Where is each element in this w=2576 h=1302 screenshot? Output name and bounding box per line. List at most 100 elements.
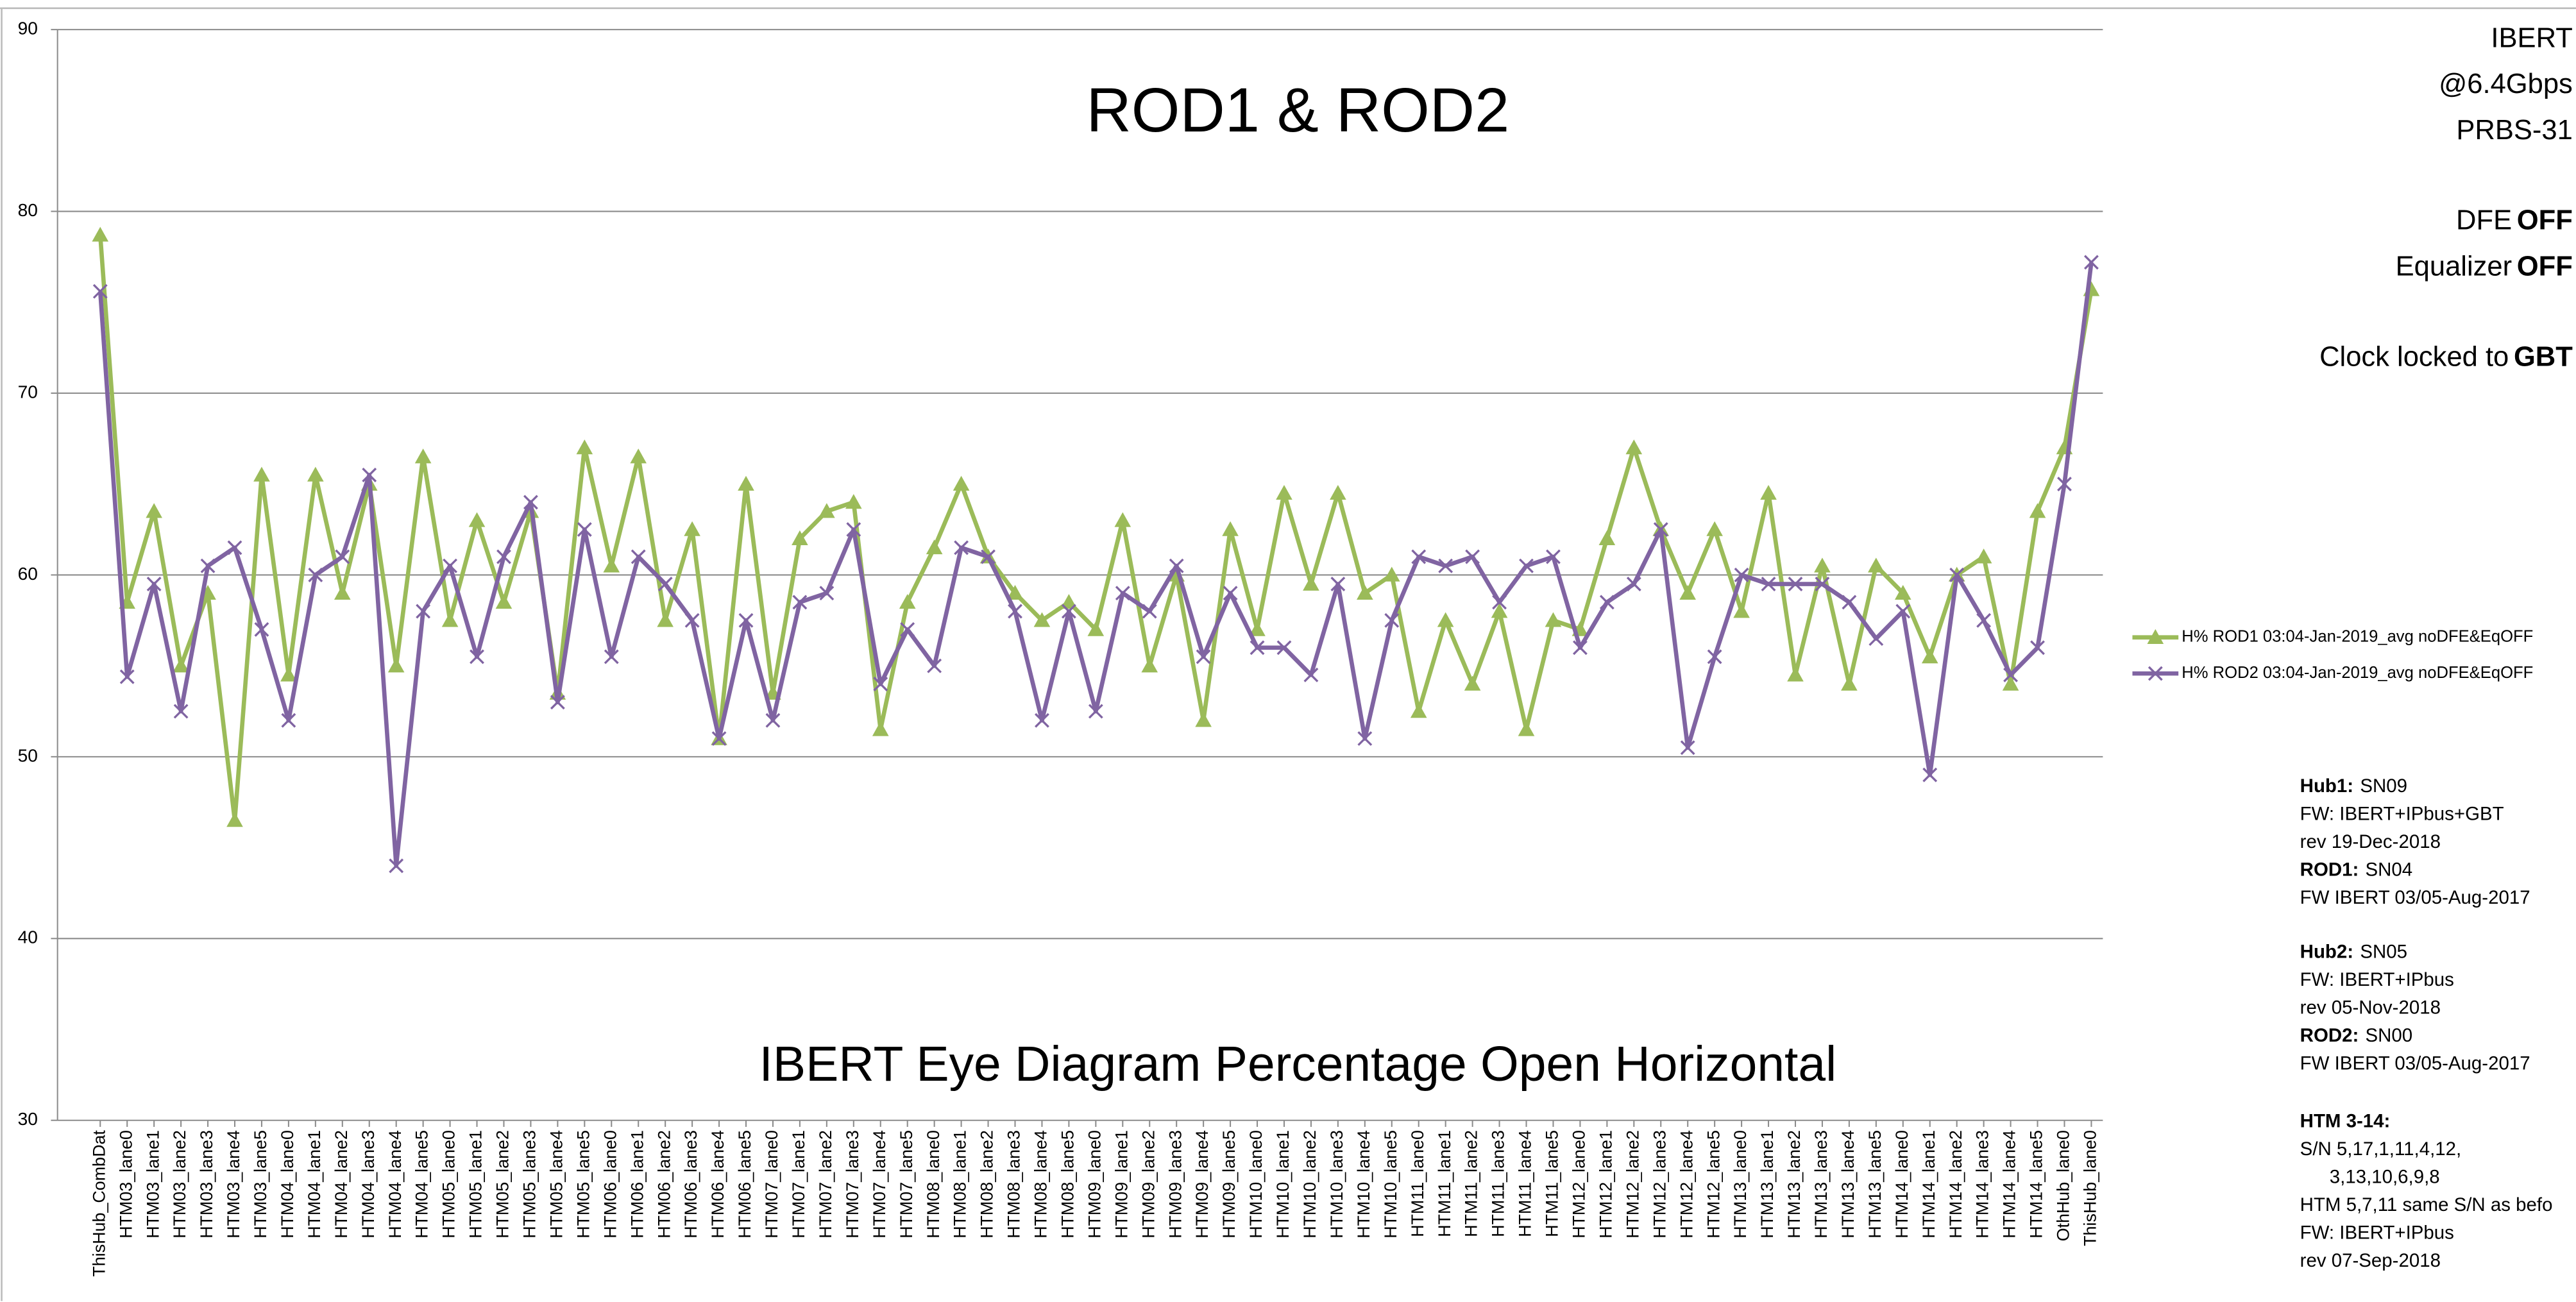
x-tick-label: HTM12_lane5 [1704,1130,1723,1239]
note-text: FW: IBERT+IPbus+GBT [2300,803,2504,824]
x-tick-label: HTM14_lane4 [2000,1130,2019,1239]
data-point [1033,612,1051,627]
data-point [1196,649,1211,664]
data-point [308,567,323,582]
y-tick-label: 30 [18,1108,38,1129]
data-point [1545,612,1562,627]
x-tick-label: HTM08_lane1 [951,1130,970,1239]
x-tick-label: HTM07_lane1 [789,1130,808,1239]
data-point [226,812,243,827]
data-point [711,731,727,746]
data-point [1492,595,1507,610]
data-point [1384,613,1400,628]
x-tick-label: HTM07_lane4 [870,1130,889,1239]
data-point [92,226,109,242]
note-line: HTM 3-14: [2300,1110,2391,1131]
x-tick-label: HTM08_lane4 [1031,1130,1051,1239]
note-line: ROD2: SN00 [2300,1025,2412,1046]
data-point [1519,558,1534,573]
x-tick-label: HTM06_lane2 [654,1130,674,1239]
x-tick-label: HTM10_lane1 [1273,1130,1292,1239]
data-point [1115,586,1130,601]
note-line: FW: IBERT+IPbus [2300,969,2454,990]
data-point [387,657,405,673]
data-point [2003,667,2018,682]
x-tick-label: HTM03_lane4 [224,1130,243,1239]
data-point [2002,675,2019,691]
data-point [1088,704,1103,719]
data-point [577,522,592,537]
data-point [1357,584,1373,600]
x-tick-label: HTM14_lane1 [1919,1130,1938,1239]
x-tick-label: HTM05_lane2 [493,1130,513,1239]
data-point [200,558,216,573]
setting-text: DFE [2456,205,2512,235]
data-point [1330,485,1346,500]
setting: IBERT [2491,22,2572,53]
x-tick-label: HTM09_lane4 [1192,1130,1212,1239]
data-point [253,466,270,482]
data-point [1438,558,1453,573]
x-tick-label: ThisHub_CombDat [89,1130,108,1277]
data-point [495,594,513,609]
legend-label: H% ROD1 03:04-Jan-2019_avg noDFE&EqOFF [2182,628,2533,646]
x-tick-label: HTM12_lane2 [1623,1130,1642,1239]
data-point [1598,530,1616,545]
setting-text: @6.4Gbps [2439,69,2573,99]
data-point [981,549,996,564]
x-tick-label: HTM10_lane4 [1354,1130,1373,1239]
setting: PRBS-31 [2456,114,2572,145]
data-point [603,557,620,573]
x-tick-label: HTM09_lane1 [1112,1130,1131,1239]
x-tick-label: HTM06_lane3 [681,1130,700,1239]
data-point [657,612,674,627]
data-point [1276,640,1292,655]
data-point [1760,485,1777,500]
x-tick-label: HTM11_lane5 [1543,1130,1562,1237]
x-tick-label: HTM07_lane3 [843,1130,862,1239]
x-tick-label: HTM05_lane4 [547,1130,566,1239]
data-point [1653,522,1668,537]
data-point [1411,549,1427,564]
x-tick-label: HTM09_lane0 [1085,1130,1104,1239]
data-point [576,439,593,455]
data-point [92,283,108,299]
x-tick-label: HTM13_lane1 [1758,1130,1777,1239]
data-point [119,669,135,684]
data-point [2030,640,2045,655]
data-point [1841,675,1858,691]
setting-text: IBERT [2491,22,2572,53]
data-point [1410,703,1427,718]
data-point [1788,577,1803,592]
x-tick-label: HTM12_lane3 [1650,1130,1669,1239]
data-point [1437,612,1454,627]
x-tick-label: HTM10_lane0 [1246,1130,1266,1239]
y-tick-label: 40 [18,927,38,947]
x-tick-label: HTM14_lane0 [1892,1130,1911,1239]
data-point [1814,557,1831,573]
note-text: rev 19-Dec-2018 [2300,831,2441,852]
note-line: FW IBERT 03/05-Aug-2017 [2300,887,2530,908]
data-point [523,495,538,510]
data-point [2084,255,2099,270]
data-point [468,512,486,527]
data-point [1006,584,1024,600]
x-tick-label: HTM13_lane3 [1811,1130,1831,1239]
note-text: 3,13,10,6,9,8 [2330,1166,2440,1187]
setting: @6.4Gbps [2439,69,2573,99]
x-tick-label: HTM06_lane0 [600,1130,620,1239]
note-label: ROD1: [2300,859,2359,880]
data-point [818,503,835,518]
x-tick-label: HTM04_lane0 [278,1130,297,1239]
data-point [173,657,189,673]
x-tick-label: HTM10_lane5 [1381,1130,1400,1239]
chart-subtitle: IBERT Eye Diagram Percentage Open Horizo… [759,1036,1837,1092]
x-tick-label: HTM13_lane4 [1838,1130,1858,1239]
setting: DFE OFF [2456,205,2573,235]
data-point [792,595,808,610]
note-line: FW: IBERT+IPbus [2300,1222,2454,1243]
x-tick-label: HTM07_lane0 [762,1130,781,1239]
data-point [1276,485,1292,500]
series-line [97,235,2094,823]
